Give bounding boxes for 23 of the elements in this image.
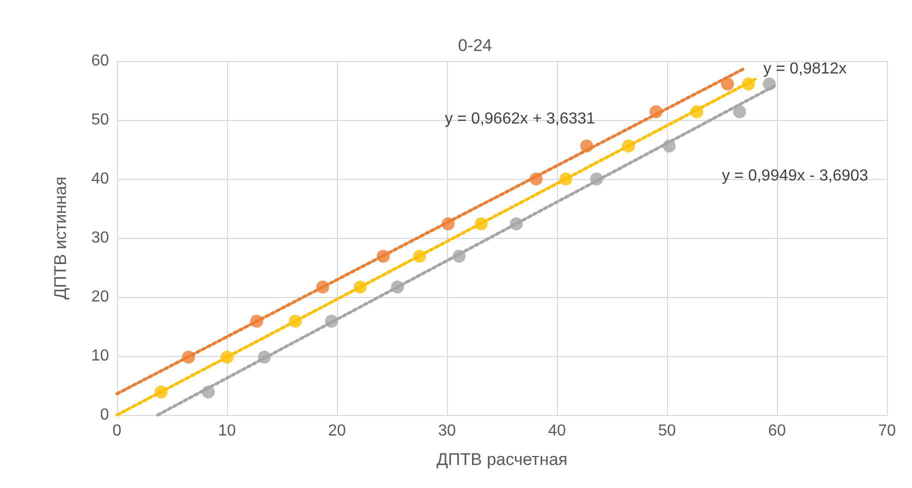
y-tick-label: 20	[91, 288, 110, 306]
x-tick-label: 50	[658, 422, 676, 440]
x-tick-label: 60	[768, 422, 786, 440]
x-tick-label: 10	[218, 422, 236, 440]
annotation: y = 0,9662x + 3,6331	[444, 110, 596, 128]
x-tick-label: 30	[438, 422, 456, 440]
chart-title: 0-24	[458, 36, 492, 55]
x-tick-label: 70	[878, 422, 896, 440]
y-tick-label: 30	[91, 230, 110, 246]
x-tick-label: 40	[548, 422, 566, 440]
point	[721, 78, 734, 91]
x-tick-label: 20	[328, 422, 346, 440]
x-axis-title: ДПТВ расчетная	[436, 450, 568, 469]
annotation: y = 0,9949x - 3,6903	[722, 168, 868, 184]
y-tick-label: 0	[100, 406, 110, 424]
y-tick-label: 10	[91, 348, 110, 364]
point	[733, 105, 746, 118]
y-tick-label: 60	[91, 52, 110, 70]
annotation: y = 0,9812x	[763, 60, 847, 78]
y-axis-title: ДПТВ истинная	[51, 176, 70, 300]
y-tick-label: 50	[91, 112, 110, 128]
y-tick-label: 40	[91, 170, 110, 188]
x-tick-label: 0	[112, 422, 122, 440]
